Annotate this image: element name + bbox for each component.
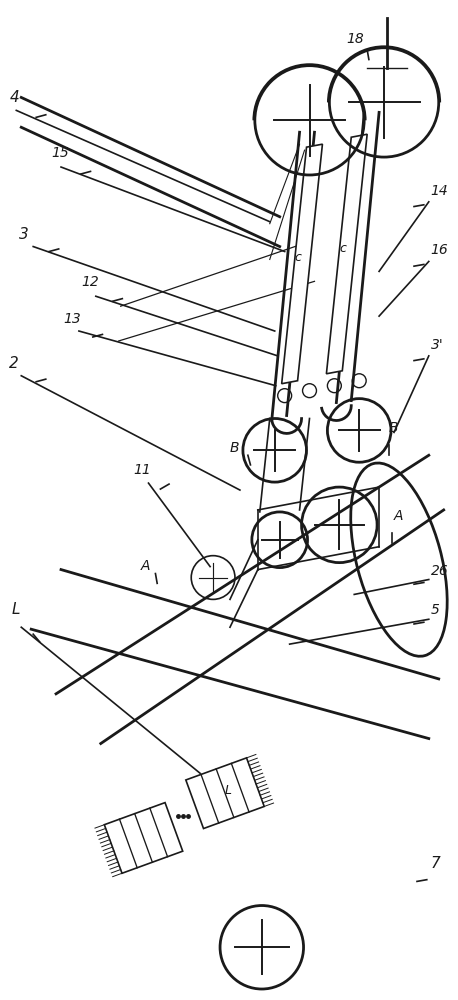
Text: A: A — [394, 509, 403, 523]
Polygon shape — [282, 144, 322, 384]
Text: c: c — [294, 251, 301, 264]
Text: L: L — [11, 602, 20, 617]
Text: 2: 2 — [9, 356, 19, 371]
Text: B: B — [230, 441, 240, 455]
Text: 3: 3 — [19, 227, 29, 242]
Text: 13: 13 — [63, 312, 81, 326]
Text: 16: 16 — [431, 243, 448, 257]
Text: L: L — [224, 784, 231, 797]
Polygon shape — [327, 134, 367, 374]
Text: 12: 12 — [81, 275, 98, 289]
Text: 3': 3' — [431, 338, 443, 352]
Text: B: B — [389, 421, 398, 435]
Text: 26: 26 — [431, 564, 448, 578]
Text: c: c — [339, 242, 346, 255]
Text: 14: 14 — [431, 184, 448, 198]
Text: 7: 7 — [431, 856, 441, 871]
Text: 15: 15 — [51, 146, 69, 160]
Text: 18: 18 — [346, 32, 364, 46]
Text: 11: 11 — [134, 463, 151, 477]
Text: 4: 4 — [9, 90, 19, 105]
Text: 5: 5 — [431, 603, 440, 617]
Text: A: A — [141, 559, 150, 573]
